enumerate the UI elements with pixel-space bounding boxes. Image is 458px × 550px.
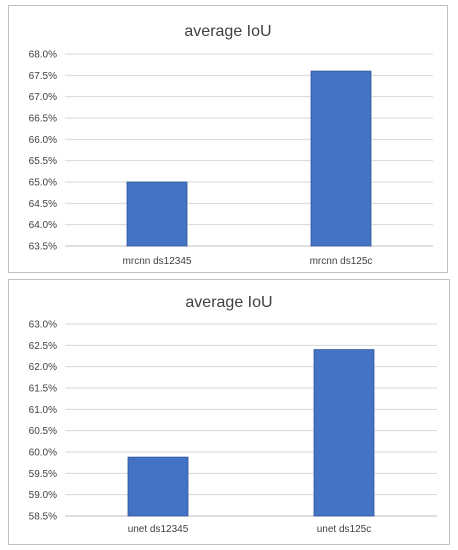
bar (313, 349, 375, 517)
y-tick-label: 65.0% (29, 178, 57, 189)
y-tick-label: 63.5% (29, 242, 57, 253)
y-tick-label: 60.5% (29, 426, 57, 437)
y-tick-label: 65.5% (29, 156, 57, 167)
chart-panel-unet: average IoU 58.5% 59.0% 59.5% 60.0% 60.5% 61.… (8, 279, 450, 545)
y-tick-label: 59.5% (29, 469, 57, 480)
x-category-label: mrcnn ds12345 (123, 256, 192, 267)
y-tick-label: 59.0% (29, 490, 57, 501)
y-tick-label: 62.0% (29, 362, 57, 373)
chart-title: average IoU (184, 23, 271, 40)
y-tick-label: 61.0% (29, 405, 57, 416)
y-tick-label: 67.0% (29, 92, 57, 103)
bar (310, 70, 372, 247)
y-tick-label: 58.5% (29, 512, 57, 523)
y-tick-label: 60.0% (29, 448, 57, 459)
bar (127, 456, 189, 517)
chart-title: average IoU (185, 294, 272, 311)
y-tick-label: 66.5% (29, 114, 57, 125)
plot-area: 58.5% 59.0% 59.5% 60.0% 60.5% 61.0% 61.5% 62.0%… (29, 320, 437, 535)
chart-mrcnn: average IoU 63.5% 64.0% 64.5% 65.0% 65.5% 66.… (29, 23, 433, 267)
chart-panel-mrcnn: average IoU 63.5% 64.0% 64.5% 65.0% 65.5% 66.… (8, 5, 448, 273)
y-tick-label: 61.5% (29, 384, 57, 395)
y-tick-label: 63.0% (29, 320, 57, 331)
chart-unet: average IoU 58.5% 59.0% 59.5% 60.0% 60.5% 61.… (29, 294, 437, 535)
x-category-label: unet ds125c (317, 524, 372, 535)
y-tick-label: 62.5% (29, 341, 57, 352)
y-tick-label: 64.5% (29, 199, 57, 210)
plot-area: 63.5% 64.0% 64.5% 65.0% 65.5% 66.0% 66.5% 67.0%… (29, 50, 433, 267)
y-tick-label: 68.0% (29, 50, 57, 61)
y-tick-label: 64.0% (29, 220, 57, 231)
bar (126, 181, 188, 247)
y-tick-label: 66.0% (29, 135, 57, 146)
y-tick-label: 67.5% (29, 71, 57, 82)
x-category-label: mrcnn ds125c (310, 256, 373, 267)
x-category-label: unet ds12345 (128, 524, 189, 535)
